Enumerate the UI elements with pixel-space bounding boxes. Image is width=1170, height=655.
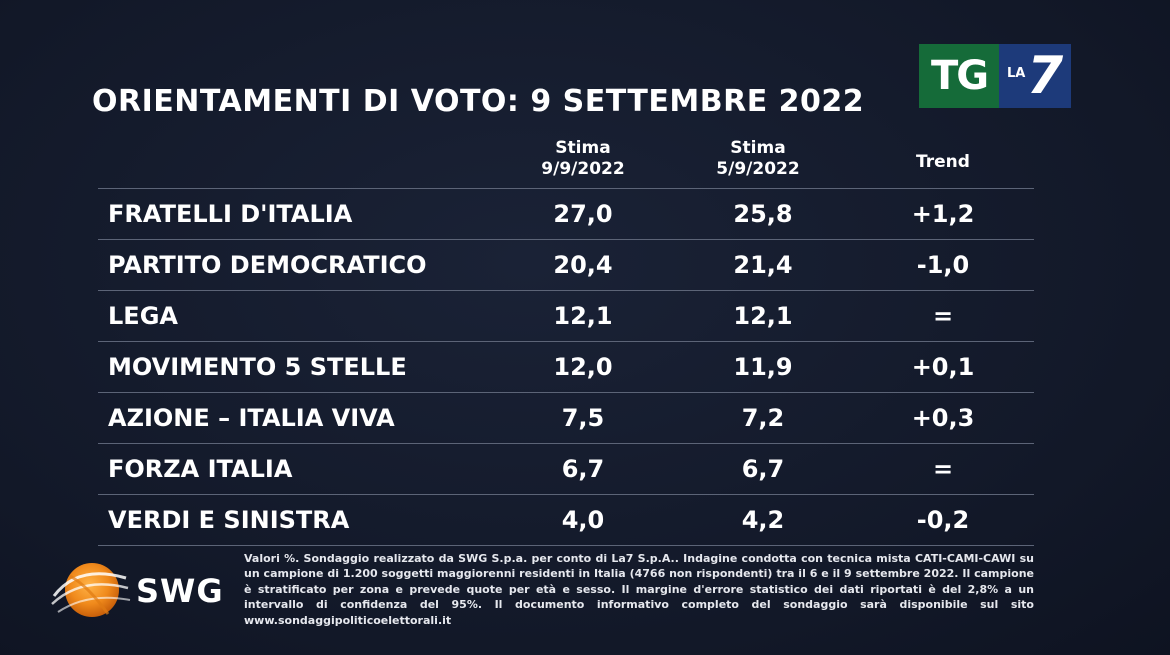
- party-name: VERDI E SINISTRA: [108, 506, 350, 534]
- column-header-trend: Trend: [916, 152, 970, 172]
- tg-la7-logo: TG LA 7: [919, 44, 1071, 108]
- party-name: MOVIMENTO 5 STELLE: [108, 353, 407, 381]
- column-header-line2: 9/9/2022: [541, 159, 625, 179]
- swg-logo-text: SWG: [136, 572, 224, 610]
- la7-logo-seven: 7: [1027, 46, 1064, 106]
- table-row: MOVIMENTO 5 STELLE 12,0 11,9 +0,1: [98, 341, 1034, 392]
- table-row: FORZA ITALIA 6,7 6,7 =: [98, 443, 1034, 494]
- value-stima-5-9: 4,2: [741, 506, 785, 534]
- party-name: AZIONE – ITALIA VIVA: [108, 404, 395, 432]
- value-trend: +0,1: [911, 353, 975, 381]
- value-stima-5-9: 7,2: [741, 404, 785, 432]
- value-stima-5-9: 6,7: [741, 455, 785, 483]
- column-header-stima-9-9: Stima 9/9/2022: [523, 138, 643, 180]
- party-name: LEGA: [108, 302, 178, 330]
- party-name: FRATELLI D'ITALIA: [108, 200, 353, 228]
- value-stima-5-9: 25,8: [733, 200, 793, 228]
- table-row: FRATELLI D'ITALIA 27,0 25,8 +1,2: [98, 188, 1034, 239]
- value-stima-9-9: 12,1: [553, 302, 613, 330]
- party-name: PARTITO DEMOCRATICO: [108, 251, 427, 279]
- value-stima-9-9: 20,4: [553, 251, 613, 279]
- table-header: Stima 9/9/2022 Stima 5/9/2022 Trend: [98, 138, 1034, 188]
- value-trend: =: [932, 455, 954, 483]
- la7-logo-mark: LA 7: [999, 44, 1071, 108]
- value-stima-9-9: 6,7: [561, 455, 605, 483]
- methodology-footnote: Valori %. Sondaggio realizzato da SWG S.…: [244, 552, 1034, 627]
- value-trend: =: [932, 302, 954, 330]
- value-stima-9-9: 12,0: [553, 353, 613, 381]
- table-row: PARTITO DEMOCRATICO 20,4 21,4 -1,0: [98, 239, 1034, 290]
- column-header-line2: 5/9/2022: [716, 159, 800, 179]
- column-header-line1: Stima: [730, 138, 786, 158]
- column-header-stima-5-9: Stima 5/9/2022: [688, 138, 828, 180]
- table-body: FRATELLI D'ITALIA 27,0 25,8 +1,2 PARTITO DEM…: [98, 188, 1034, 545]
- value-stima-9-9: 4,0: [561, 506, 605, 534]
- value-trend: +0,3: [911, 404, 975, 432]
- table-row: AZIONE – ITALIA VIVA 7,5 7,2 +0,3: [98, 392, 1034, 443]
- table-row: VERDI E SINISTRA 4,0 4,2 -0,2: [98, 494, 1034, 545]
- party-name: FORZA ITALIA: [108, 455, 293, 483]
- value-trend: -0,2: [916, 506, 970, 534]
- value-stima-5-9: 21,4: [733, 251, 793, 279]
- swg-globe-icon: [51, 563, 131, 617]
- swg-logo: SWG: [48, 556, 238, 622]
- value-trend: +1,2: [911, 200, 975, 228]
- table-row: LEGA 12,1 12,1 =: [98, 290, 1034, 341]
- value-stima-5-9: 12,1: [733, 302, 793, 330]
- value-trend: -1,0: [916, 251, 970, 279]
- la7-logo-la: LA: [1007, 66, 1026, 81]
- value-stima-9-9: 27,0: [553, 200, 613, 228]
- page-title: ORIENTAMENTI DI VOTO: 9 SETTEMBRE 2022: [92, 84, 865, 119]
- table-bottom-divider: [98, 545, 1034, 546]
- tg-logo-mark: TG: [919, 44, 999, 108]
- column-header-line1: Stima: [555, 138, 611, 158]
- value-stima-9-9: 7,5: [561, 404, 605, 432]
- value-stima-5-9: 11,9: [733, 353, 793, 381]
- poll-table: Stima 9/9/2022 Stima 5/9/2022 Trend FRAT…: [98, 138, 1034, 546]
